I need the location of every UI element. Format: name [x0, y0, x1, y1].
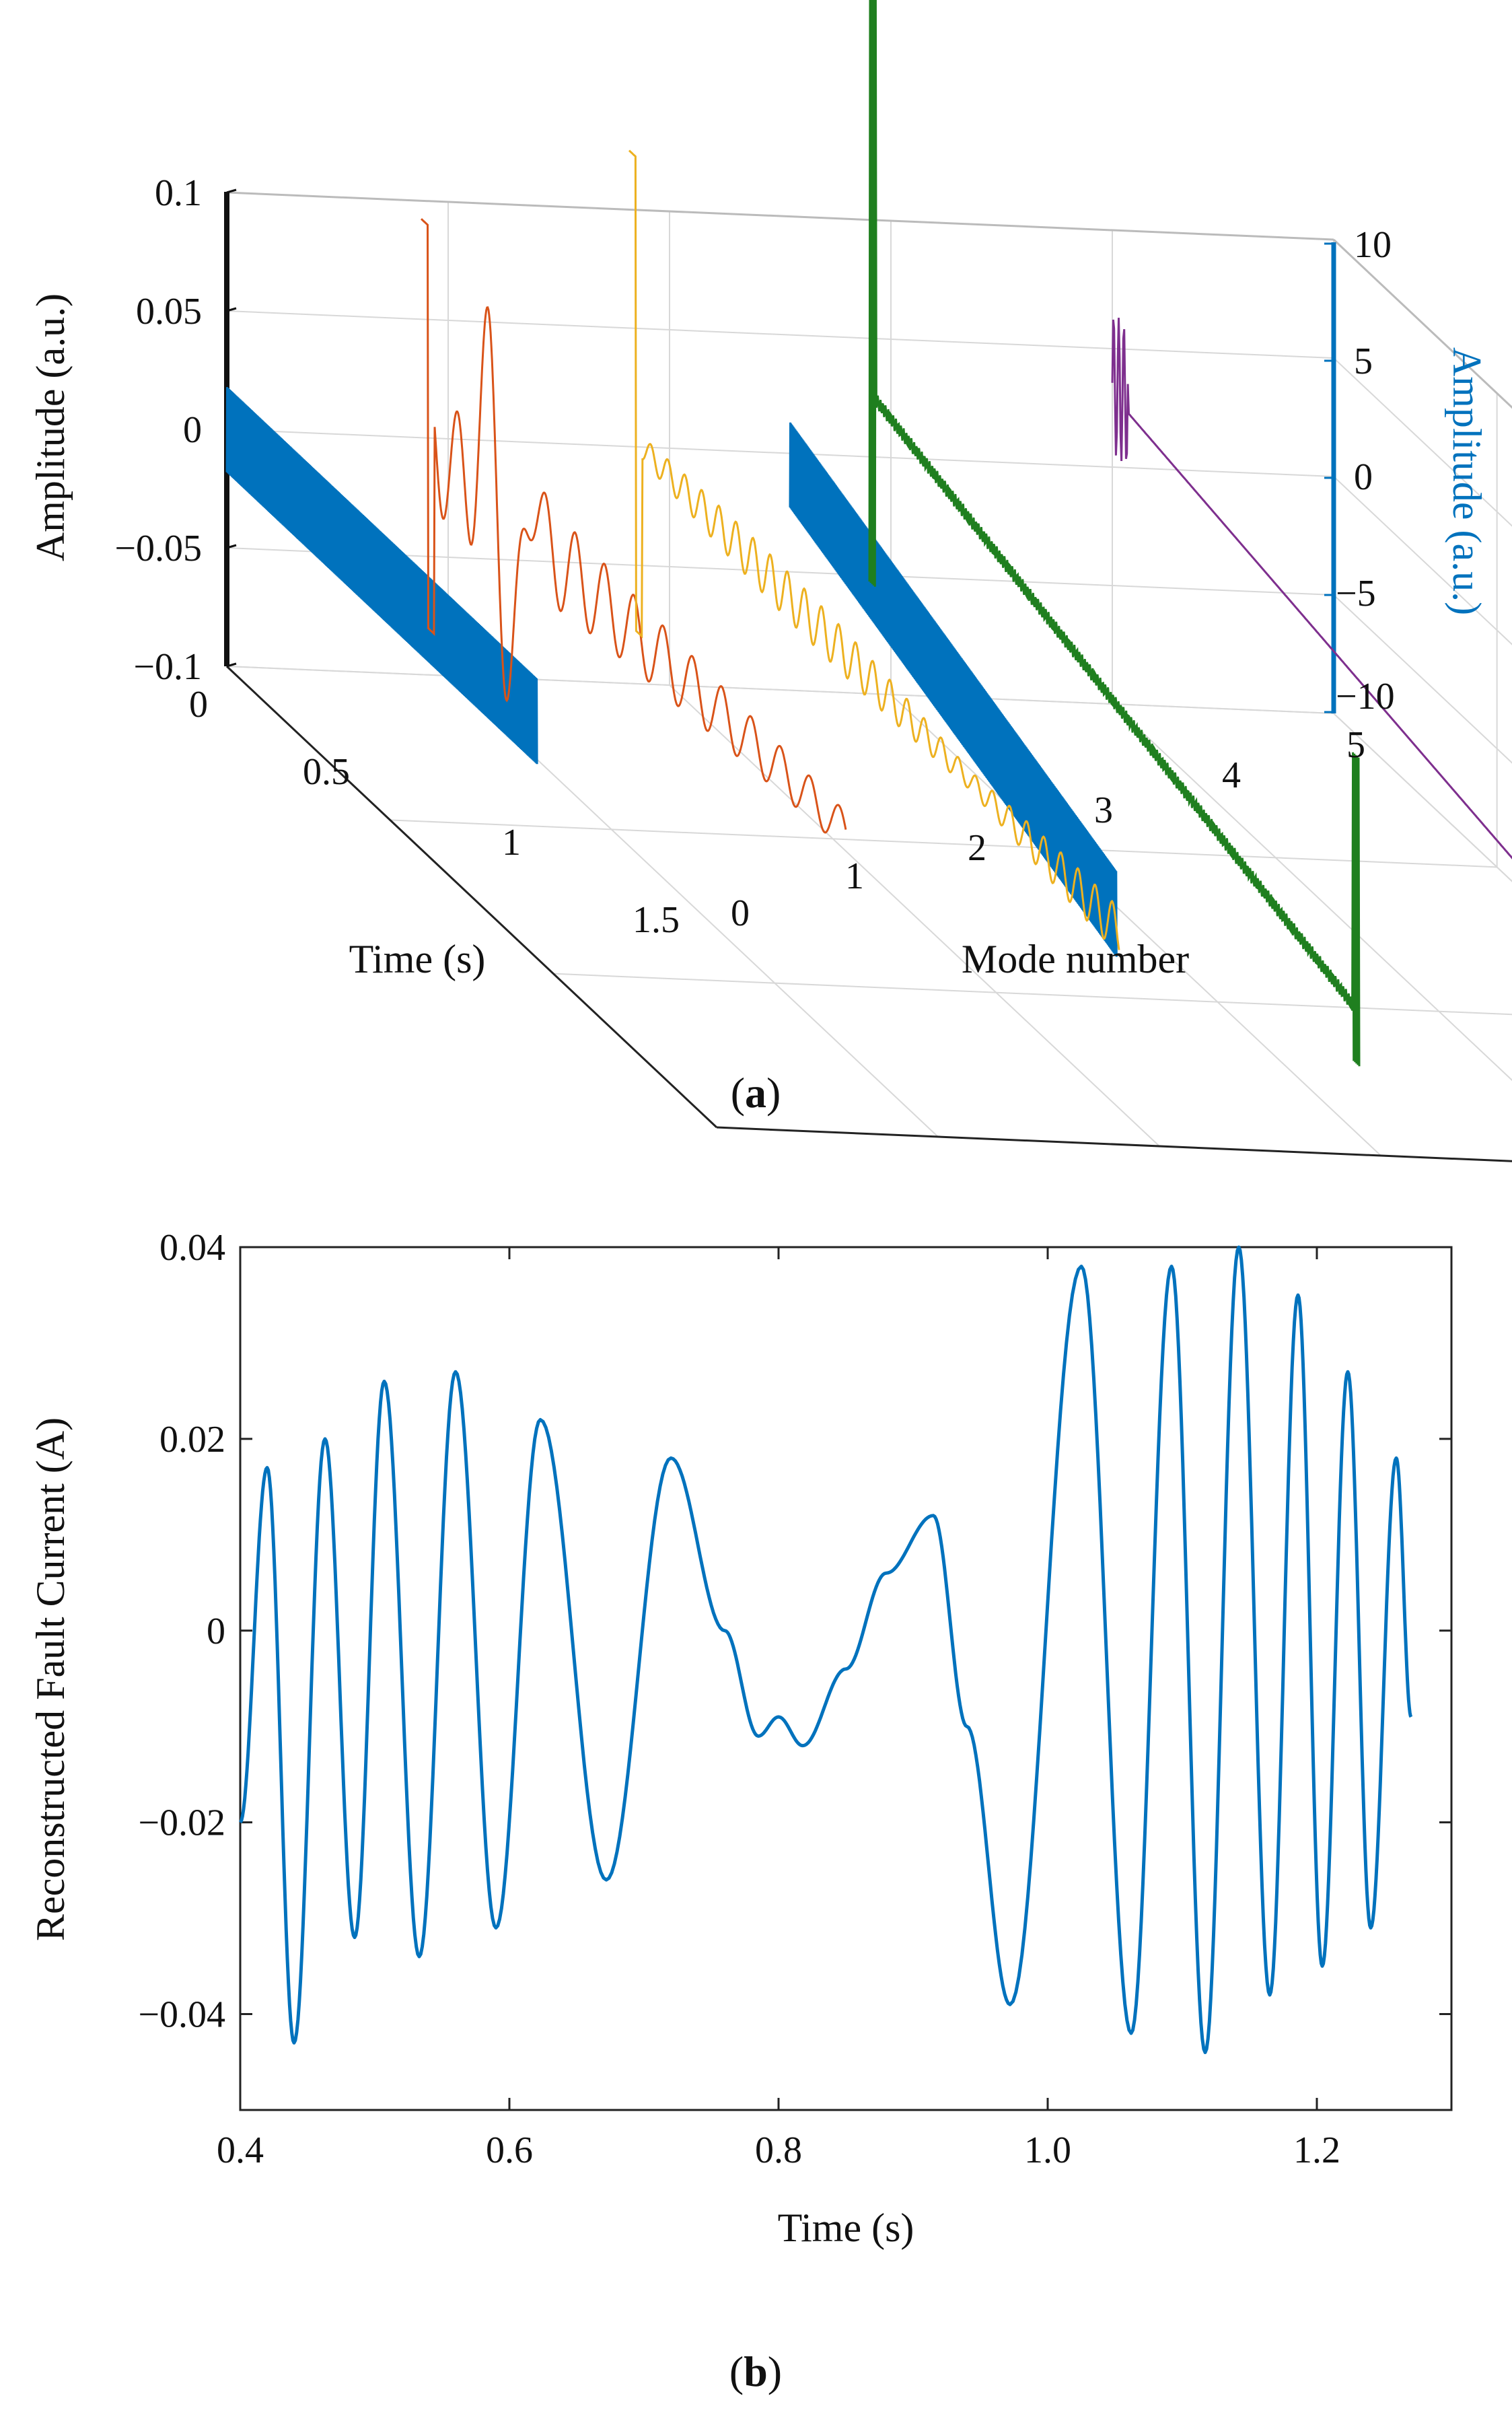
series-mode-0	[225, 387, 538, 765]
series-mode-5	[868, 0, 1361, 1067]
x-tick: 0	[189, 684, 208, 726]
z-tick-right: −5	[1336, 573, 1376, 614]
z-tick-right: 10	[1354, 224, 1392, 266]
y-tick: 4	[1222, 754, 1241, 796]
plot-b-y-tick: 0.02	[159, 1419, 225, 1460]
z-axis-left-label: Amplitude (a.u.)	[28, 293, 73, 561]
caption-b: (b)	[729, 2348, 782, 2395]
z-tick-left: 0	[183, 409, 202, 451]
plot-b-x-tick: 0.4	[217, 2129, 264, 2171]
panel-b: 0.4 0.6 0.8 1.0 1.2 0.04 0.02 0 −0.02 −0.04 Time …	[28, 1227, 1453, 2395]
y-tick: 1	[845, 855, 864, 897]
x-tick: 0.5	[303, 751, 350, 793]
plot-b-frame	[239, 1246, 1453, 2111]
plot-b-y-tick: −0.04	[138, 1994, 225, 2036]
series-mode-4	[1111, 318, 1512, 859]
y-tick: 5	[1346, 724, 1365, 766]
z-tick-left: 0.05	[136, 291, 202, 332]
plot-b-x-label: Time (s)	[778, 2206, 914, 2250]
z-tick-left: −0.05	[114, 528, 202, 569]
z-tick-right: 5	[1354, 341, 1373, 382]
plot-b-y-tick: −0.02	[138, 1802, 225, 1844]
plot-b-x-tick: 0.6	[486, 2129, 533, 2171]
series-mode-3	[789, 422, 1118, 957]
z-tick-right: −10	[1336, 676, 1395, 717]
plot-b-y-tick: 0.04	[159, 1227, 225, 1269]
z-axis-right-label: Amplitude (a.u.)	[1445, 347, 1489, 615]
fault-current-line	[238, 1245, 1413, 2054]
x-axis-label: Time (s)	[349, 937, 486, 981]
series-mode-2	[628, 149, 1120, 950]
z-tick-right: 0	[1354, 456, 1373, 498]
plot-b-ticks	[239, 1246, 1451, 2110]
panel-a: 0.1 0.05 0 −0.05 −0.1 10 5 0 −5 −10 0 0.…	[28, 0, 1512, 1162]
plot-b-y-tick: 0	[207, 1611, 225, 1652]
3d-box-edges	[225, 191, 1512, 1162]
y-tick: 0	[731, 892, 750, 934]
plot-b-x-tick: 1.2	[1293, 2129, 1340, 2171]
z-axis-left-ticks	[226, 188, 237, 668]
z-axis-right-ticks	[1324, 242, 1334, 713]
mode-series	[225, 0, 1512, 1067]
y-tick: 2	[968, 827, 986, 869]
series-mode-1	[420, 218, 847, 834]
plot-b-tick-labels: 0.4 0.6 0.8 1.0 1.2 0.04 0.02 0 −0.02 −0.04	[138, 1227, 1340, 2171]
plot-b-x-tick: 0.8	[755, 2129, 802, 2171]
y-axis-label: Mode number	[962, 937, 1189, 981]
x-tick: 1.5	[633, 899, 680, 941]
plot-b-y-label: Reconstructed Fault Current (A)	[28, 1417, 73, 1941]
z-tick-left: −0.1	[133, 646, 202, 688]
x-tick: 1	[502, 822, 521, 864]
caption-a: (a)	[731, 1069, 781, 1117]
plot-b-x-tick: 1.0	[1024, 2129, 1071, 2171]
y-tick: 3	[1094, 789, 1113, 831]
z-tick-left: 0.1	[155, 172, 202, 214]
